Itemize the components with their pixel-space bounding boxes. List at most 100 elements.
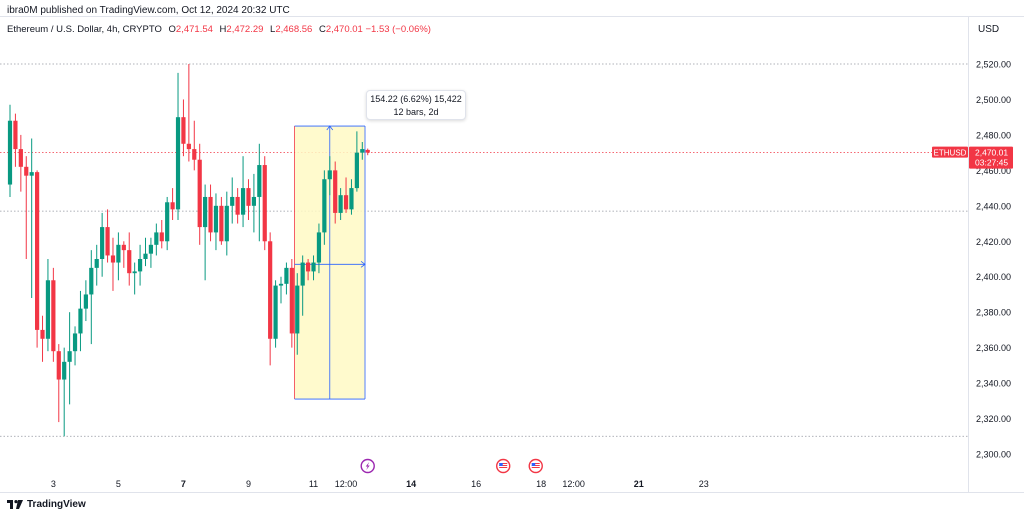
candle-body xyxy=(186,143,191,150)
candle-body xyxy=(35,172,40,330)
candle xyxy=(316,223,322,274)
flag-stripe xyxy=(499,463,508,464)
candle-body xyxy=(235,196,240,215)
footer[interactable]: TradingView xyxy=(7,499,86,510)
close-label: C xyxy=(318,24,326,35)
candle xyxy=(13,113,18,167)
candle-body xyxy=(240,188,246,215)
symbol-description[interactable]: Ethereum / U.S. Dollar, 4h, CRYPTO xyxy=(7,24,162,35)
candle-body xyxy=(137,259,143,272)
candle xyxy=(105,209,110,263)
candle xyxy=(230,177,235,224)
close-value: 2,470.01 xyxy=(325,24,363,35)
time-axis-label: 7 xyxy=(181,479,186,489)
candle-body xyxy=(165,202,170,242)
candle-body xyxy=(56,351,61,380)
candle xyxy=(251,173,256,233)
price-axis-label: 2,500.00 xyxy=(976,95,1011,105)
bar-countdown-label: 03:27:45 xyxy=(975,158,1008,168)
candle-body xyxy=(230,196,235,206)
candle xyxy=(35,170,40,348)
price-axis-label: 2,480.00 xyxy=(976,130,1011,140)
candle-body xyxy=(116,244,121,263)
last-price-tag xyxy=(969,146,1013,169)
flash-event-icon[interactable] xyxy=(360,458,375,474)
candle xyxy=(45,259,51,352)
candle xyxy=(159,220,164,249)
candle-body xyxy=(360,149,365,153)
candle xyxy=(349,179,354,215)
candle-body xyxy=(154,232,159,245)
flag-canton xyxy=(499,463,503,466)
candle-body xyxy=(338,195,343,213)
candle xyxy=(175,72,181,220)
candle-body xyxy=(262,165,267,242)
time-axis-label: 12:00 xyxy=(562,479,585,489)
candle-body xyxy=(148,244,154,254)
candle xyxy=(121,241,126,268)
candle-body xyxy=(72,333,78,352)
measure-right-arrowhead-icon xyxy=(360,260,366,268)
candle xyxy=(83,280,88,322)
candle-body xyxy=(127,250,132,274)
time-axis-label: 11 xyxy=(309,479,318,489)
flag-stripe xyxy=(531,463,540,464)
candle xyxy=(219,196,224,245)
candle xyxy=(197,143,202,245)
candle xyxy=(186,64,191,162)
candle xyxy=(343,177,349,213)
candle-body xyxy=(18,149,23,167)
candle xyxy=(365,148,370,156)
candle xyxy=(7,104,13,197)
candle xyxy=(311,255,316,281)
candle-body xyxy=(289,267,294,334)
candle xyxy=(322,170,327,245)
time-axis-label: 3 xyxy=(51,479,56,489)
candle-body xyxy=(295,285,300,334)
flag-canton xyxy=(531,463,536,466)
time-axis-label: 9 xyxy=(246,479,251,489)
candle xyxy=(116,232,121,281)
candle-body xyxy=(316,232,322,263)
symbol-tag xyxy=(932,146,968,158)
candle xyxy=(110,237,116,291)
candle-body xyxy=(257,165,262,197)
candle xyxy=(94,244,99,286)
candle xyxy=(295,273,300,355)
candle xyxy=(78,290,83,352)
candle-body xyxy=(327,170,332,180)
low-value: 2,468.56 xyxy=(275,24,313,35)
candle-body xyxy=(89,267,94,295)
price-axis-separator xyxy=(968,16,969,492)
candle xyxy=(192,120,197,171)
candle xyxy=(354,131,359,192)
candle xyxy=(56,344,61,423)
candle xyxy=(62,347,67,437)
candle-body xyxy=(94,259,99,268)
us-flag-event-icon[interactable] xyxy=(528,458,543,474)
candle-body xyxy=(78,308,83,334)
candle-body xyxy=(306,262,311,272)
open-label: O xyxy=(168,24,176,35)
candle xyxy=(18,134,23,192)
high-label: H xyxy=(219,24,227,35)
candle-body xyxy=(170,202,175,210)
time-axis-label: 23 xyxy=(699,479,709,489)
price-axis-label: 2,440.00 xyxy=(976,201,1011,211)
time-axis-separator xyxy=(0,492,1024,493)
measure-bars: 12 bars, 2d xyxy=(393,107,439,117)
us-flag-event-icon[interactable] xyxy=(496,458,511,474)
currency-label[interactable]: USD xyxy=(978,24,1000,35)
candle-body xyxy=(354,152,359,189)
symbol-legend[interactable]: Ethereum / U.S. Dollar, 4h, CRYPTO O 2,47… xyxy=(7,24,431,35)
candle xyxy=(51,267,56,362)
candle xyxy=(224,191,229,256)
candle-body xyxy=(13,120,18,150)
candle xyxy=(333,161,338,224)
high-value: 2,472.29 xyxy=(226,24,264,35)
candle-body xyxy=(62,361,67,380)
brand-name: TradingView xyxy=(27,499,86,510)
candle xyxy=(100,212,105,277)
candle-body xyxy=(105,227,110,256)
